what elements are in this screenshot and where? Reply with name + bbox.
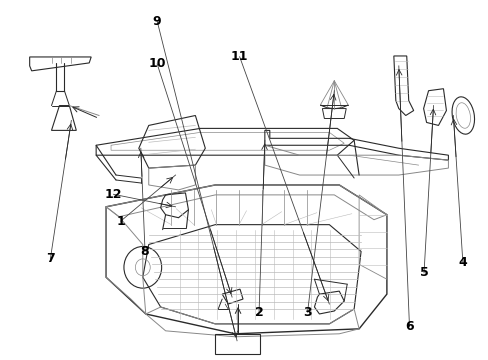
Text: 1: 1 [116,215,125,228]
Text: 12: 12 [104,188,122,201]
Text: 8: 8 [141,245,149,258]
Text: 3: 3 [303,306,311,319]
Text: 2: 2 [254,306,263,319]
Text: 7: 7 [46,252,55,265]
Text: 6: 6 [405,320,413,333]
Text: 5: 5 [419,266,427,279]
Text: 10: 10 [148,57,165,71]
Text: 11: 11 [230,50,248,63]
Text: 4: 4 [458,256,466,269]
Text: 9: 9 [153,14,161,27]
